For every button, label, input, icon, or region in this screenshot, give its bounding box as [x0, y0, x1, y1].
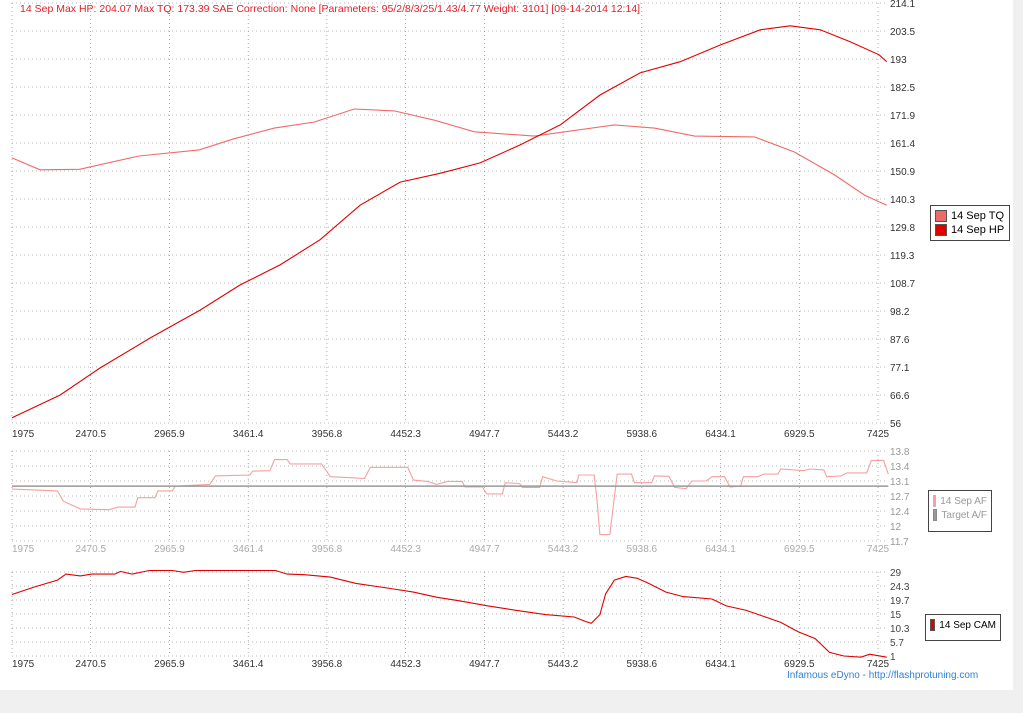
- y-tick-label: 98.2: [890, 307, 910, 318]
- chart-title: 14 Sep Max HP: 204.07 Max TQ: 173.39 SAE…: [20, 3, 641, 15]
- y-tick-label: 12.4: [890, 507, 910, 518]
- x-tick-label: 4452.3: [390, 544, 421, 555]
- chart-panel-1: 13.8 13.4 13.1 12.7 12.4 12 11.7 1975 2470.5 2965…: [11, 447, 910, 555]
- x-tick-label: 7425: [867, 429, 890, 440]
- x-tick-label: 6434.1: [705, 544, 736, 555]
- x-tick-label: 3956.8: [312, 429, 343, 440]
- x-tick-label: 6434.1: [705, 429, 736, 440]
- x-tick-label: 4947.7: [469, 544, 500, 555]
- legend-label: 14 Sep HP: [951, 224, 1005, 236]
- legend-item-tq: 14 Sep TQ: [935, 209, 1005, 223]
- y-tick-label: 129.8: [890, 223, 915, 234]
- x-tick-label: 3461.4: [233, 429, 264, 440]
- y-tick-label: 13.1: [890, 477, 910, 488]
- legend-label: 14 Sep CAM: [939, 619, 996, 631]
- y-tick-label: 161.4: [890, 139, 915, 150]
- footer-credit-link[interactable]: Infamous eDyno - http://flashprotuning.c…: [787, 670, 979, 681]
- x-tick-label: 2470.5: [75, 544, 106, 555]
- legend-item-af: 14 Sep AF: [933, 494, 987, 508]
- y-tick-label: 5.7: [890, 638, 904, 649]
- dyno-chart-canvas: 214.1 203.5 193 182.5 171.9 161.4 150.9 140.3 12…: [0, 0, 1013, 690]
- series-line-14-sep-tq: [11, 108, 887, 206]
- x-tick-label: 5938.6: [627, 659, 658, 670]
- chart-panel-0: 214.1 203.5 193 182.5 171.9 161.4 150.9 140.3 12…: [11, 0, 915, 440]
- y-tick-label: 193: [890, 55, 907, 66]
- y-tick-label: 182.5: [890, 83, 915, 94]
- y-tick-label: 13.4: [890, 462, 910, 473]
- y-tick-label: 203.5: [890, 27, 915, 38]
- legend-swatch: [935, 210, 947, 222]
- y-tick-label: 10.3: [890, 624, 910, 635]
- x-tick-label: 7425: [867, 544, 890, 555]
- y-tick-label: 108.7: [890, 279, 915, 290]
- x-tick-label: 2965.9: [154, 544, 185, 555]
- y-tick-label: 12.7: [890, 492, 910, 503]
- legend-label: 14 Sep TQ: [951, 210, 1004, 222]
- x-tick-label: 1975: [12, 544, 35, 555]
- dyno-plots: 214.1203.5193182.5171.9161.4150.9140.312…: [11, 0, 915, 670]
- legend-cam: 14 Sep CAM: [925, 614, 1001, 641]
- legend-power: 14 Sep TQ 14 Sep HP: [930, 205, 1010, 241]
- x-tick-label: 1975: [12, 429, 35, 440]
- x-tick-label: 2470.5: [75, 659, 106, 670]
- legend-swatch: [933, 495, 937, 507]
- y-tick-label: 11.7: [890, 537, 909, 548]
- x-tick-label: 6434.1: [705, 659, 736, 670]
- x-tick-label: 6929.5: [784, 429, 815, 440]
- y-tick-label: 87.6: [890, 335, 910, 346]
- x-tick-label: 4947.7: [469, 659, 500, 670]
- y-tick-label: 56: [890, 419, 902, 430]
- legend-label: Target A/F: [941, 509, 987, 521]
- y-tick-label: 19.7: [890, 596, 910, 607]
- series-line-14-sep-cam: [11, 569, 887, 658]
- y-tick-label: 150.9: [890, 167, 915, 178]
- legend-swatch: [930, 619, 936, 631]
- y-tick-label: 140.3: [890, 195, 915, 206]
- y-tick-label: 214.1: [890, 0, 915, 10]
- x-tick-label: 7425: [867, 659, 890, 670]
- x-tick-label: 4452.3: [390, 429, 421, 440]
- y-tick-label: 171.9: [890, 111, 915, 122]
- legend-item-hp: 14 Sep HP: [935, 223, 1005, 237]
- x-tick-label: 5938.6: [627, 544, 658, 555]
- y-tick-label: 77.1: [890, 363, 910, 374]
- x-tick-label: 4452.3: [390, 659, 421, 670]
- x-tick-label: 3956.8: [312, 659, 343, 670]
- legend-swatch: [935, 224, 947, 236]
- y-tick-label: 29: [890, 568, 902, 579]
- series-line-14-sep-hp: [11, 25, 888, 419]
- x-tick-label: 5443.2: [548, 659, 579, 670]
- x-tick-label: 3461.4: [233, 544, 264, 555]
- x-tick-label: 5938.6: [627, 429, 658, 440]
- x-tick-label: 4947.7: [469, 429, 500, 440]
- legend-item-cam: 14 Sep CAM: [930, 618, 996, 632]
- x-tick-label: 2470.5: [75, 429, 106, 440]
- series-line-14-sep-af: [11, 459, 889, 536]
- x-tick-label: 2965.9: [154, 429, 185, 440]
- y-tick-label: 13.8: [890, 447, 910, 458]
- x-tick-label: 3956.8: [312, 544, 343, 555]
- legend-af: 14 Sep AF Target A/F: [928, 490, 992, 532]
- legend-label: 14 Sep AF: [940, 495, 987, 507]
- y-tick-label: 119.3: [890, 251, 915, 262]
- y-tick-label: 12: [890, 522, 902, 533]
- x-tick-label: 6929.5: [784, 544, 815, 555]
- y-tick-label: 15: [890, 610, 902, 621]
- x-tick-label: 5443.2: [548, 429, 579, 440]
- y-tick-label: 66.6: [890, 391, 910, 402]
- y-tick-label: 1: [890, 652, 896, 663]
- chart-panel-2: 29 24.3 19.7 15 10.3 5.7 1 1975 2470.5 2965.9 3461…: [11, 568, 910, 670]
- x-tick-label: 6929.5: [784, 659, 815, 670]
- y-tick-label: 24.3: [890, 582, 910, 593]
- x-tick-label: 5443.2: [548, 544, 579, 555]
- legend-item-target-af: Target A/F: [933, 508, 987, 522]
- x-tick-label: 3461.4: [233, 659, 264, 670]
- x-tick-label: 1975: [12, 659, 35, 670]
- x-tick-label: 2965.9: [154, 659, 185, 670]
- legend-swatch: [933, 509, 938, 521]
